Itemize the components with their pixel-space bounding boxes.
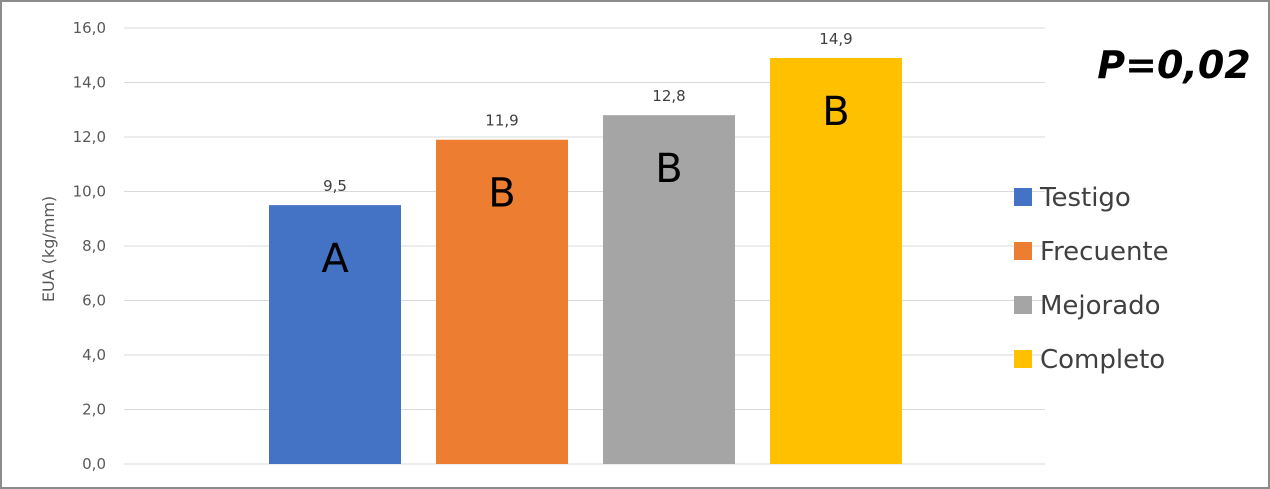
data-label: 12,8 bbox=[652, 87, 685, 105]
y-tick-label: 12,0 bbox=[73, 128, 106, 146]
significance-letter: B bbox=[822, 89, 849, 135]
y-tick-label: 4,0 bbox=[82, 346, 106, 364]
legend-swatch bbox=[1014, 296, 1032, 314]
y-tick-label: 0,0 bbox=[82, 455, 106, 473]
data-label: 14,9 bbox=[819, 30, 852, 48]
data-labels: 9,5 11,9 12,8 14,9 bbox=[323, 30, 853, 195]
bar-mejorado bbox=[603, 115, 735, 464]
legend-label: Testigo bbox=[1039, 183, 1131, 213]
legend-swatch bbox=[1014, 350, 1032, 368]
y-tick-label: 16,0 bbox=[73, 19, 106, 37]
legend-label: Frecuente bbox=[1040, 237, 1169, 267]
significance-letter: B bbox=[655, 146, 682, 192]
y-tick-label: 2,0 bbox=[82, 401, 106, 419]
bar-completo bbox=[770, 57, 902, 464]
legend-label: Mejorado bbox=[1040, 291, 1161, 321]
bars bbox=[269, 57, 902, 464]
legend: Testigo Frecuente Mejorado Completo bbox=[1014, 183, 1169, 375]
bar-frecuente bbox=[436, 139, 568, 464]
y-axis-title: EUA (kg/mm) bbox=[39, 196, 58, 302]
significance-letter: A bbox=[321, 236, 349, 282]
gridlines bbox=[124, 27, 1045, 465]
data-label: 9,5 bbox=[323, 177, 347, 195]
data-label: 11,9 bbox=[485, 112, 518, 130]
legend-label: Completo bbox=[1040, 345, 1165, 375]
p-value-annotation: P=0,02 bbox=[1097, 43, 1250, 87]
significance-letter: B bbox=[488, 171, 515, 217]
y-tick-label: 14,0 bbox=[73, 74, 106, 92]
bar-testigo bbox=[269, 205, 401, 464]
y-tick-label: 10,0 bbox=[73, 183, 106, 201]
legend-swatch bbox=[1014, 188, 1032, 206]
legend-swatch bbox=[1014, 242, 1032, 260]
y-tick-label: 6,0 bbox=[82, 292, 106, 310]
significance-letters: A B B B bbox=[321, 89, 849, 282]
y-tick-labels: 0,0 2,0 4,0 6,0 8,0 10,0 12,0 14,0 16,0 bbox=[73, 19, 106, 473]
y-tick-label: 8,0 bbox=[82, 237, 106, 255]
